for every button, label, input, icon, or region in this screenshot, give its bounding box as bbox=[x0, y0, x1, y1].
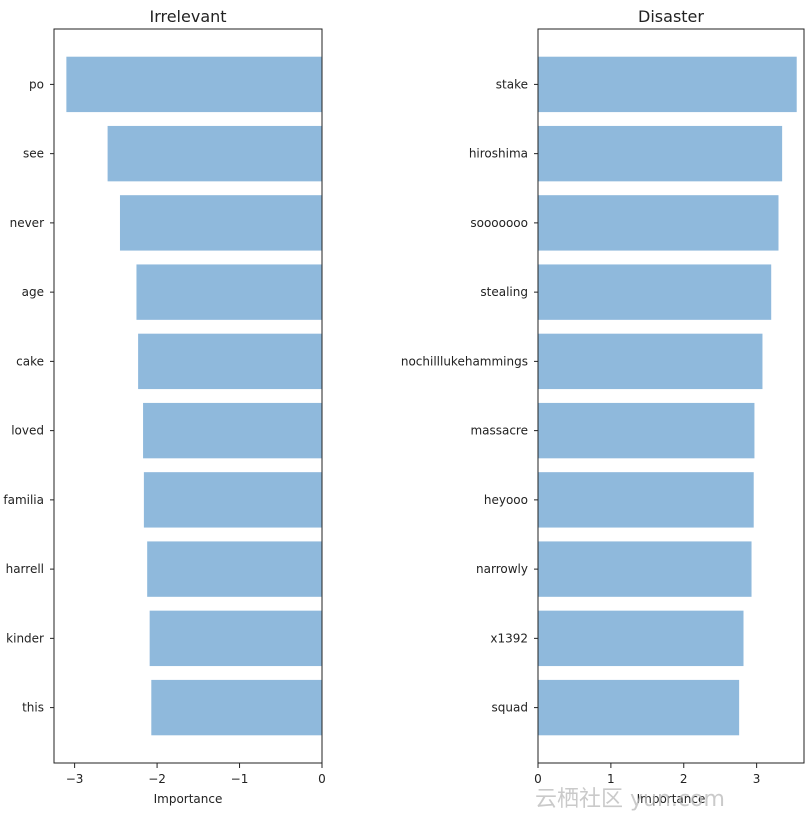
ytick-label: this bbox=[22, 701, 44, 715]
xtick-label: −2 bbox=[148, 772, 166, 786]
panel-disaster: stake hiroshima sooooooo stealing nochillluk… bbox=[401, 7, 805, 806]
bar-age bbox=[136, 264, 322, 320]
ytick-label: age bbox=[22, 285, 44, 299]
ytick-label: squad bbox=[492, 701, 528, 715]
ytick-label: cake bbox=[16, 354, 44, 368]
xtick-label: 0 bbox=[318, 772, 326, 786]
bar-stake bbox=[538, 56, 797, 113]
bar-loved bbox=[143, 402, 322, 459]
bar-x1392 bbox=[538, 610, 744, 667]
ytick-label: nochilllukehammings bbox=[401, 354, 528, 368]
ytick-label: harrell bbox=[6, 562, 44, 576]
bar-see bbox=[107, 125, 322, 182]
panel-irrelevant: po see never age cake loved familia harrell kind… bbox=[3, 7, 325, 806]
ytick-label: stealing bbox=[480, 285, 528, 299]
ytick-label: x1392 bbox=[490, 631, 528, 645]
bar-squad bbox=[538, 679, 740, 736]
ytick-label: kinder bbox=[6, 631, 44, 645]
xtick-label: −3 bbox=[66, 772, 84, 786]
bar-harrell bbox=[147, 541, 322, 597]
watermark: 云栖社区 yun.com bbox=[535, 787, 725, 812]
xtick-label: 1 bbox=[607, 772, 615, 786]
ytick-label: loved bbox=[11, 424, 44, 438]
ytick-label: massacre bbox=[470, 424, 528, 438]
bar-nochilllukehammings bbox=[538, 333, 763, 390]
ytick-label: narrowly bbox=[476, 562, 528, 576]
chart-title: Irrelevant bbox=[149, 7, 226, 26]
xtick-label: −1 bbox=[231, 772, 249, 786]
ytick-label: never bbox=[10, 216, 44, 230]
ytick-label: po bbox=[29, 77, 44, 91]
ytick-label: heyooo bbox=[484, 493, 528, 507]
bar-stealing bbox=[538, 264, 772, 320]
ytick-label: stake bbox=[496, 77, 528, 91]
bar-narrowly bbox=[538, 541, 752, 597]
bar-heyooo bbox=[538, 472, 754, 528]
ytick-label: see bbox=[23, 147, 44, 161]
bar-kinder bbox=[149, 610, 322, 667]
bar-sooooooo bbox=[538, 195, 779, 251]
bar-po bbox=[66, 56, 322, 113]
x-axis-label: Importance bbox=[154, 792, 223, 806]
chart-title: Disaster bbox=[638, 7, 704, 26]
bar-never bbox=[119, 195, 322, 251]
axes-frame bbox=[53, 28, 323, 764]
bar-cake bbox=[138, 333, 322, 390]
ytick-label: familia bbox=[3, 493, 44, 507]
bar-massacre bbox=[538, 402, 755, 459]
xtick-label: 0 bbox=[534, 772, 542, 786]
bar-hiroshima bbox=[538, 125, 783, 182]
ytick-label: hiroshima bbox=[469, 147, 528, 161]
xtick-label: 2 bbox=[680, 772, 688, 786]
bar-familia bbox=[143, 472, 322, 528]
x-axis-label: Importance bbox=[637, 792, 706, 806]
bar-this bbox=[151, 679, 322, 736]
xtick-label: 3 bbox=[753, 772, 761, 786]
ytick-label: sooooooo bbox=[470, 216, 528, 230]
axes-frame bbox=[537, 28, 805, 764]
